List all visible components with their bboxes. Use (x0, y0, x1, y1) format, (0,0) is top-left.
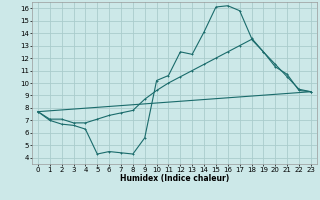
X-axis label: Humidex (Indice chaleur): Humidex (Indice chaleur) (120, 174, 229, 183)
